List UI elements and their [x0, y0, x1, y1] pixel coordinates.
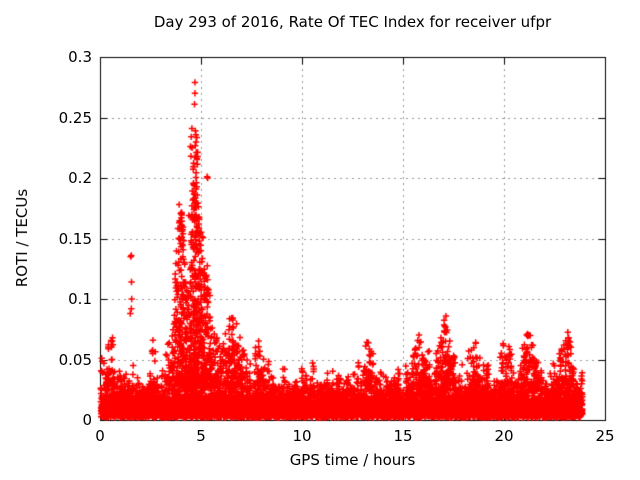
- chart-title: Day 293 of 2016, Rate Of TEC Index for r…: [153, 13, 552, 31]
- y-axis-label: ROTI / TECUs: [13, 188, 31, 288]
- x-axis-label: GPS time / hours: [289, 451, 416, 469]
